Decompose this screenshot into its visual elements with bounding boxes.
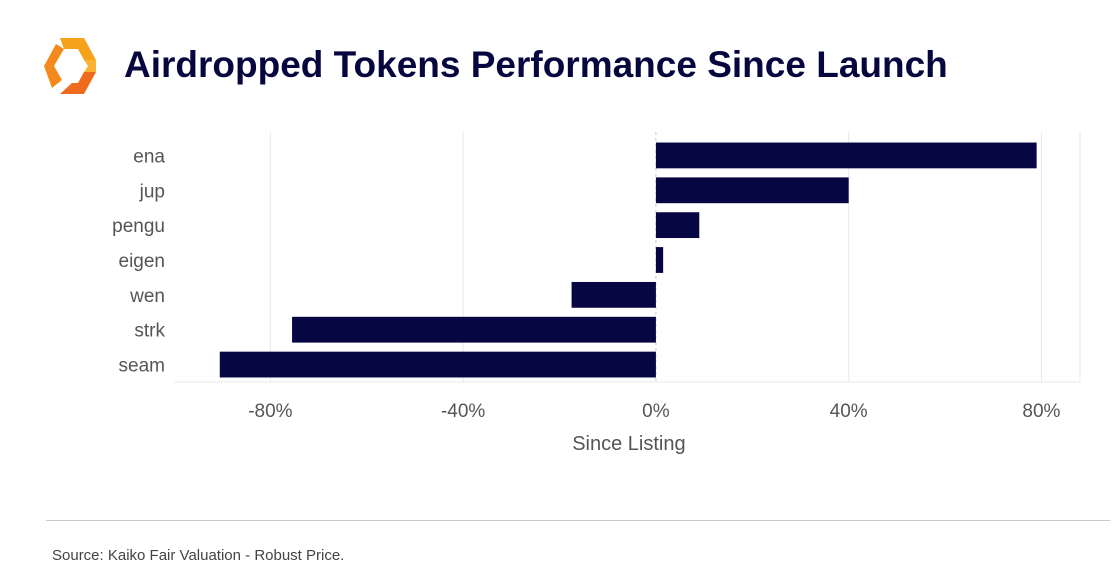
y-category-label: strk: [134, 321, 165, 342]
chart-title: Airdropped Tokens Performance Since Laun…: [124, 44, 948, 85]
y-category-label: eigen: [119, 251, 166, 272]
bar-ena: [655, 142, 1037, 169]
bar-wen: [571, 281, 656, 308]
y-category-label: ena: [133, 146, 165, 167]
bar-jup: [655, 177, 849, 204]
x-tick-label: 80%: [1022, 401, 1060, 422]
divider: [46, 520, 1110, 521]
source-note: Source: Kaiko Fair Valuation - Robust Pr…: [52, 547, 345, 564]
y-category-label: jup: [139, 181, 165, 202]
brand-logo-icon: [44, 38, 96, 94]
y-category-label: pengu: [112, 216, 165, 237]
x-tick-label: 40%: [830, 401, 868, 422]
bar-eigen: [655, 247, 664, 273]
bar-pengu: [655, 212, 700, 239]
bar-chart: -80% -40% 0% 40% 80% ena jup pengu eigen wen strk s…: [112, 132, 1081, 455]
bar-seam: [219, 351, 656, 378]
x-tick-label: -80%: [248, 401, 292, 422]
bar-strk: [292, 316, 656, 343]
x-tick-label: 0%: [642, 401, 670, 422]
y-category-label: wen: [129, 286, 165, 307]
y-category-label: seam: [119, 356, 165, 377]
x-tick-label: -40%: [441, 401, 485, 422]
x-axis-title: Since Listing: [572, 433, 685, 455]
